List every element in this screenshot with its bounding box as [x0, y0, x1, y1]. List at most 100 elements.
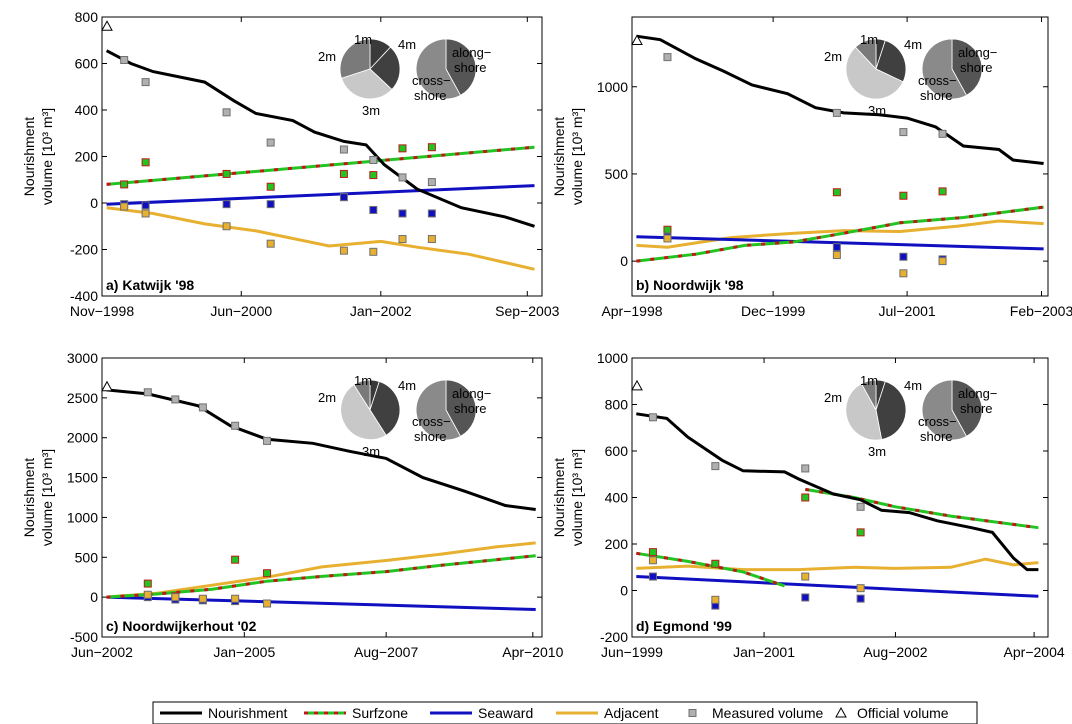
series-line-seaward: [636, 575, 1039, 598]
measured-point-seaward: [398, 209, 407, 218]
x-tick-label: Sep−2003: [495, 303, 559, 319]
legend-swatch-measured: [688, 709, 697, 717]
measured-point-surfzone: [711, 559, 720, 568]
measured-point-seaward: [427, 209, 436, 218]
axes-frame: [101, 357, 543, 638]
measured-point-surfzone: [120, 180, 129, 189]
x-tick-label: Jul−2001: [878, 303, 935, 319]
pie-label-3m: 3m: [362, 103, 380, 118]
official-volume-marker: [631, 379, 643, 391]
measured-point-surfzone: [938, 187, 947, 196]
measured-point-seaward: [801, 593, 810, 602]
series-line-seaward: [636, 235, 1044, 251]
measured-point-surfzone: [398, 144, 407, 153]
x-tick-label: Jan−2002: [350, 303, 412, 319]
pie-label-3m: 3m: [868, 444, 886, 459]
pie-depth-slice: [369, 46, 401, 91]
pie-depth-slice: [875, 39, 907, 83]
pie-label-4m: 4m: [904, 37, 922, 52]
pie-label-alongshore: shore: [960, 401, 993, 416]
series-line-seaward: [106, 595, 536, 611]
panel-3: -200 0 200 400 600 800 1000 Jun−1999 Jan−2001 Aug…: [551, 350, 1065, 660]
x-tick-label: Apr−2010: [502, 644, 563, 660]
measured-point-adjacent: [198, 594, 207, 603]
measured-point-seaward: [832, 243, 841, 252]
y-tick-label: -400: [70, 288, 98, 304]
pie-label-1m: 1m: [354, 373, 372, 388]
legend-label-nourishment: Nourishment: [208, 705, 287, 721]
panel-title: a) Katwijk '98: [106, 277, 194, 293]
pie-label-alongshore: along−: [958, 45, 997, 60]
measured-point-nourishment: [427, 178, 436, 187]
legend-label-official: Official volume: [857, 705, 949, 721]
measured-point-adjacent: [648, 556, 657, 565]
pie-direction-slice: [921, 38, 968, 100]
pie-label-alongshore: along−: [958, 386, 997, 401]
measured-point-surfzone: [339, 169, 348, 178]
measured-point-nourishment: [339, 145, 348, 154]
pie-label-2m: 2m: [824, 390, 842, 405]
measured-point-adjacent: [663, 234, 672, 243]
measured-point-nourishment: [263, 436, 272, 445]
y-tick-label: 1000: [597, 350, 628, 366]
x-tick-label: Jan−2005: [213, 644, 275, 660]
measured-point-nourishment: [899, 128, 908, 137]
y-axis-label: Nourishment volume [10³ m³]: [551, 449, 585, 546]
pie-direction-slice: [445, 38, 477, 96]
measured-point-adjacent: [369, 247, 378, 256]
pie-depth-slice: [845, 383, 883, 441]
pie-direction-slice: [415, 379, 462, 441]
y-tick-label: 500: [605, 166, 629, 182]
series-line-surfzone-dash: [636, 205, 1044, 263]
series-line-adjacent: [106, 541, 536, 599]
pie-depth-slice: [340, 384, 387, 440]
x-tick-label: Aug−2002: [863, 644, 927, 660]
y-tick-label: 0: [620, 583, 628, 599]
pie-depth-slice: [854, 38, 877, 71]
y-tick-label: 2500: [67, 390, 98, 406]
measured-point-seaward: [369, 205, 378, 214]
pie-depth-slice: [875, 380, 907, 440]
measured-point-nourishment: [832, 108, 841, 117]
measured-point-adjacent: [141, 209, 150, 218]
pie-label-alongshore: shore: [960, 60, 993, 75]
measured-point-nourishment: [369, 155, 378, 164]
measured-point-nourishment: [856, 502, 865, 511]
panel-2: -500 0 500 1000 1500 2000 2500 3000 Jun−2002 Jan−…: [21, 350, 564, 660]
series-line-nourishment: [105, 49, 535, 228]
measured-point-adjacent: [832, 251, 841, 260]
y-tick-label: -200: [600, 629, 628, 645]
pie-label-alongshore: shore: [454, 60, 487, 75]
y-tick-label: 200: [605, 536, 629, 552]
series-line-adjacent: [106, 206, 535, 271]
measured-point-seaward: [899, 252, 908, 261]
legend-label-seaward: Seaward: [478, 705, 533, 721]
measured-point-surfzone: [231, 555, 240, 564]
y-tick-label: 0: [90, 195, 98, 211]
y-tick-label: -500: [70, 629, 98, 645]
official-volume-marker: [101, 20, 113, 31]
pie-direction-slice: [921, 379, 968, 441]
measured-point-adjacent: [398, 235, 407, 244]
pie-label-alongshore: along−: [452, 386, 491, 401]
x-tick-label: Apr−2004: [1004, 644, 1065, 660]
measured-point-surfzone: [899, 191, 908, 200]
legend-label-measured: Measured volume: [712, 705, 823, 721]
y-tick-label: 800: [605, 397, 629, 413]
pie-depth-slice: [860, 379, 877, 411]
y-tick-label: 0: [620, 253, 628, 269]
y-tick-label: 600: [75, 56, 99, 72]
measured-point-surfzone: [141, 158, 150, 167]
pie-depth-slice: [845, 46, 904, 100]
pie-label-2m: 2m: [318, 49, 336, 64]
measured-point-nourishment: [120, 56, 129, 65]
measured-point-nourishment: [171, 395, 180, 404]
measured-point-nourishment: [663, 53, 672, 62]
pie-depth-slice: [340, 68, 393, 100]
measured-point-adjacent: [120, 202, 129, 211]
pie-label-crossshore: shore: [920, 88, 953, 103]
panel-1: 0 500 1000 Apr−1998 Dec−1999 Jul−2001 Feb−2003…: [551, 16, 1072, 319]
y-tick-label: 400: [605, 490, 629, 506]
panel-title: b) Noordwijk '98: [636, 277, 744, 293]
